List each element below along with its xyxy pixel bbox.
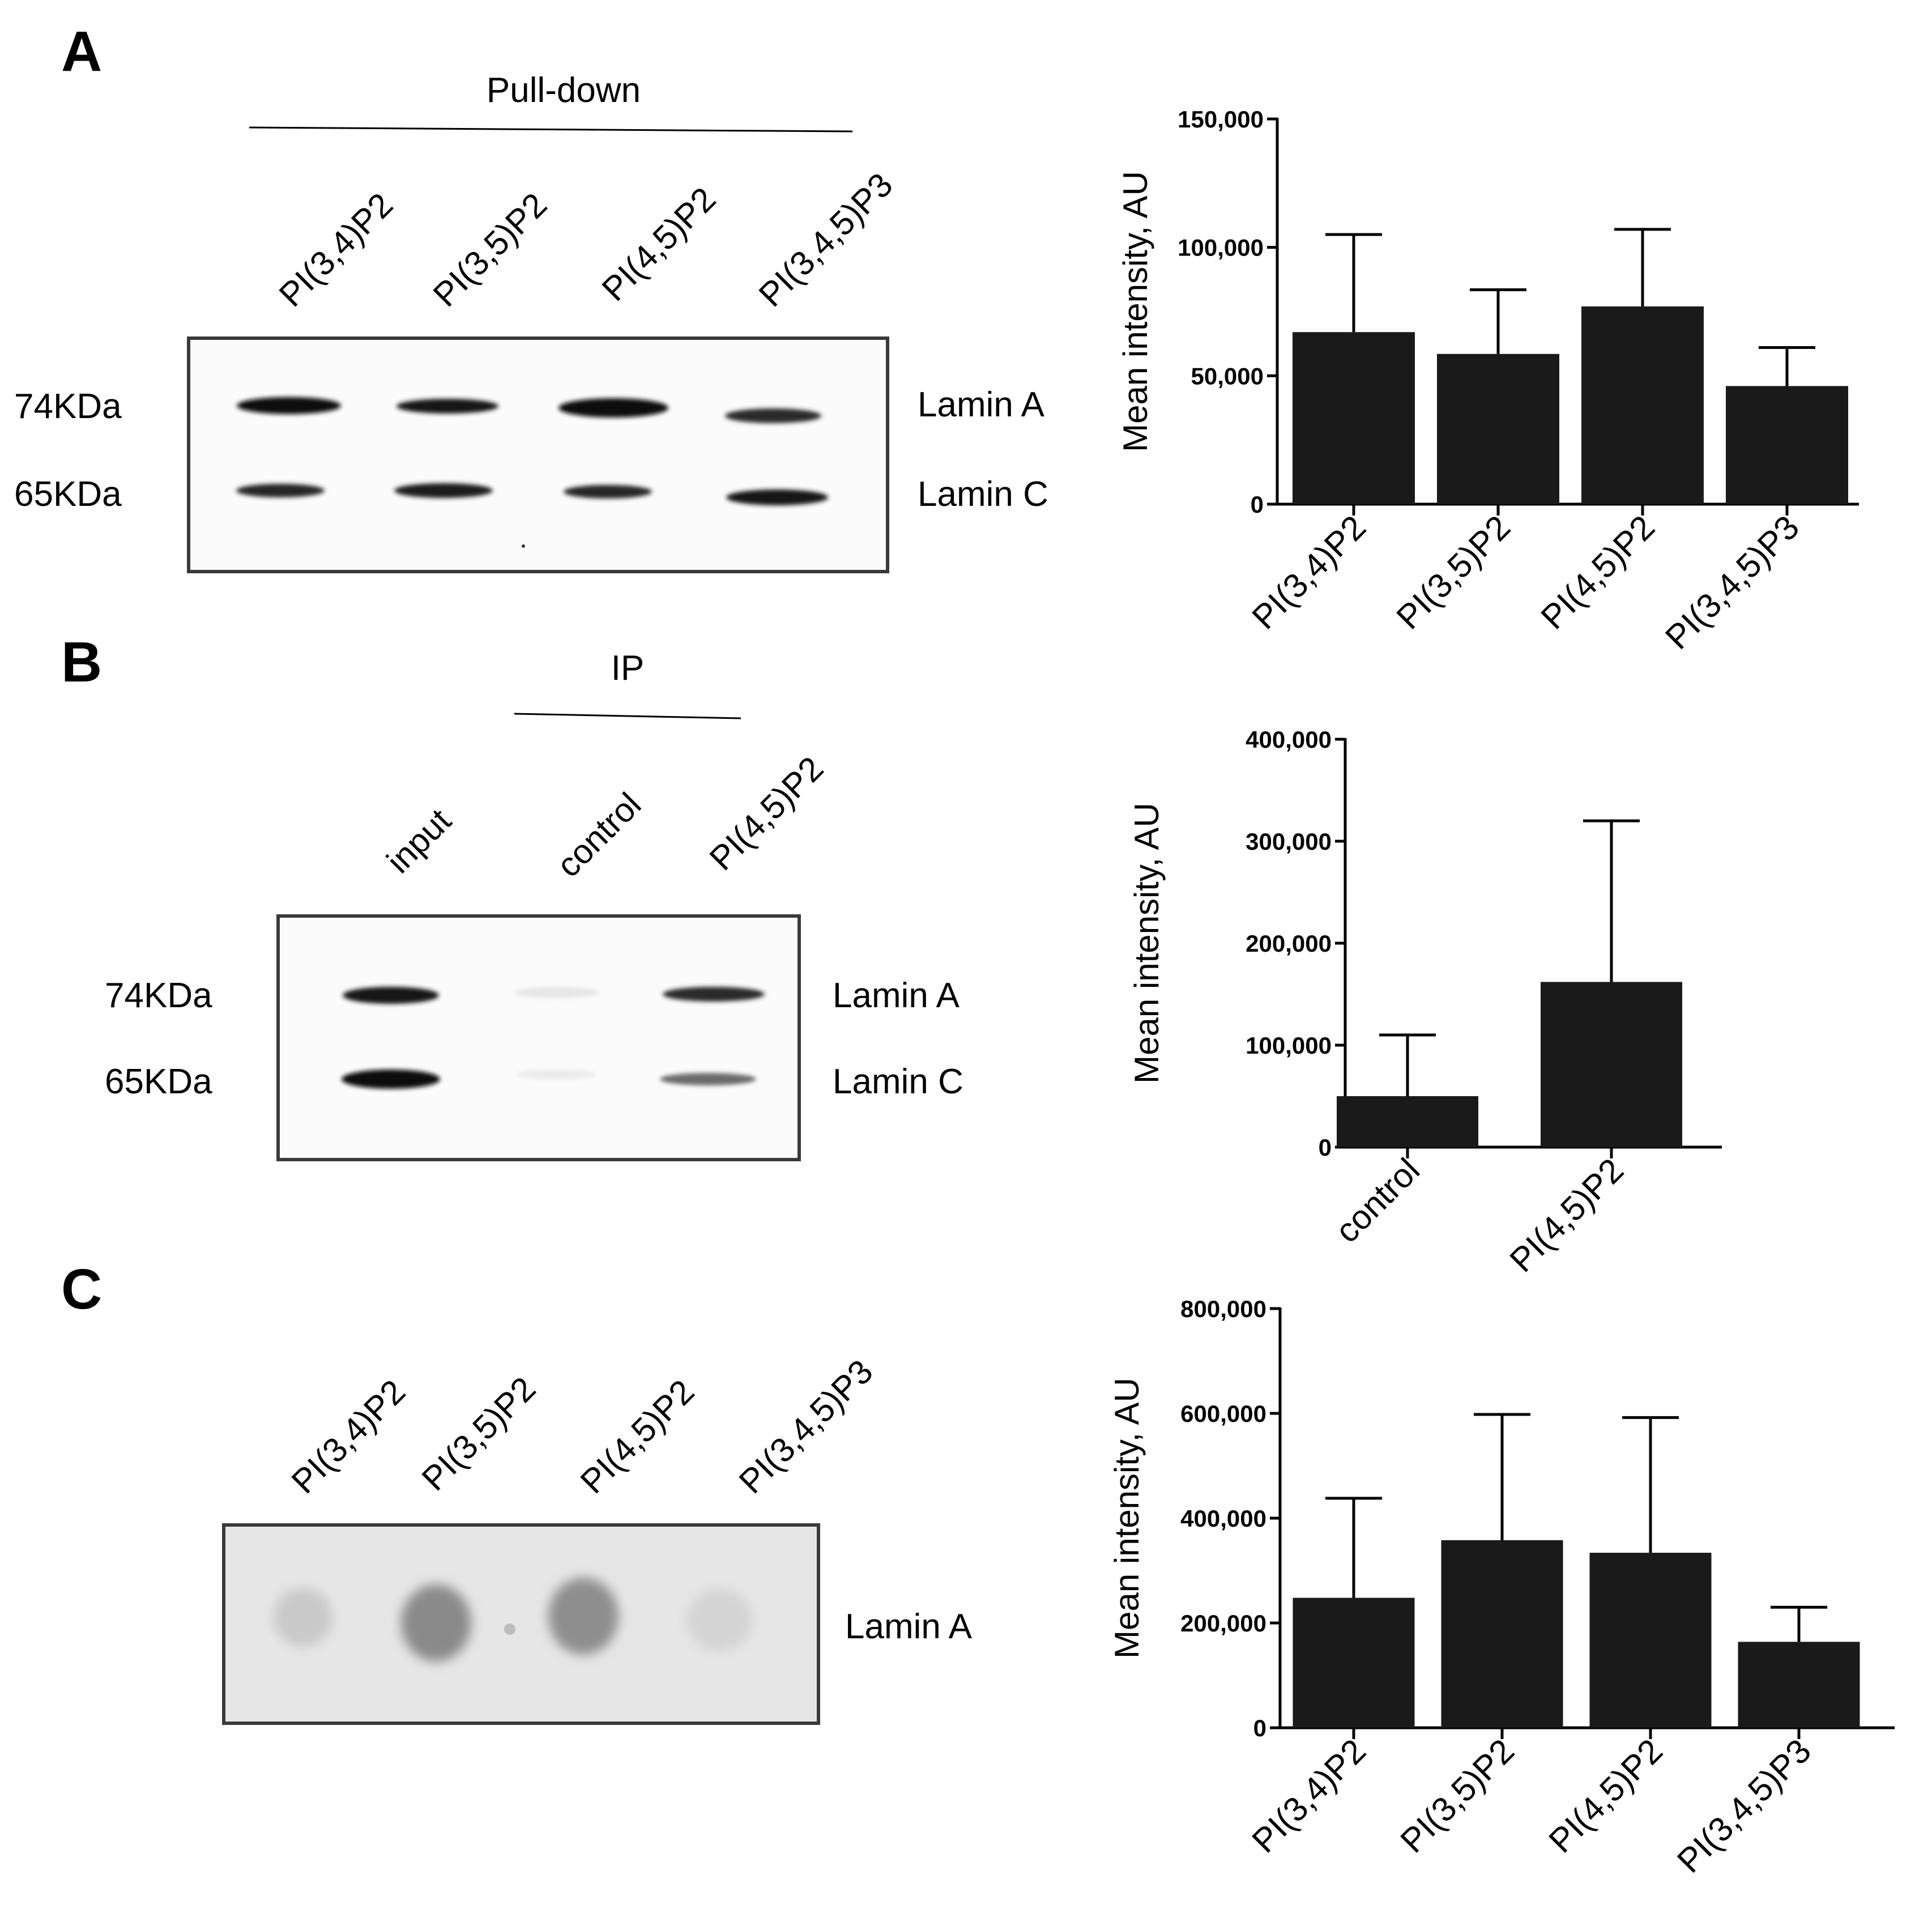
band-label-lamin-a: Lamin A [833,976,960,1015]
band-lamin-a [396,399,498,414]
bar [1541,982,1682,1147]
panel-a: A Pull-down PI(3,4)P2 PI(3,5)P2 PI(4,5)P… [14,20,1048,573]
band-label-lamin-c: Lamin C [918,475,1048,514]
marker-74kda: 74KDa [105,976,212,1015]
y-tick-label: 200,000 [1246,930,1332,957]
band-lamin-c [517,1070,596,1080]
x-tick-label: PI(3,5)P2 [1393,1732,1522,1860]
lane-label: PI(4,5)P2 [595,180,723,309]
lane-label: PI(4,5)P2 [702,749,831,878]
lane-label: PI(3,5)P2 [426,186,555,314]
lane-label: PI(3,4,5)P3 [752,165,900,314]
bar [1337,1096,1478,1147]
band-lamin-c [342,1070,440,1089]
lane-label: PI(4,5)P2 [573,1373,702,1501]
bar [1589,1553,1712,1728]
band-lamin-a [343,987,439,1004]
y-axis-title: Mean intensity, AU [1116,171,1154,452]
y-axis-title: Mean intensity, AU [1108,1378,1146,1659]
dot-blot-spots [274,1578,752,1661]
ip-bracket [514,713,741,719]
pulldown-bracket [249,126,853,133]
bar [1738,1642,1860,1728]
panel-c: C PI(3,4)P2 PI(3,5)P2 PI(4,5)P2 PI(3,4,5… [61,1258,973,1725]
band-lamin-c [660,1073,756,1085]
y-tick-label: 0 [1319,1134,1332,1161]
band-lamin-a [514,987,599,998]
y-tick-label: 400,000 [1180,1505,1266,1532]
band-lamin-c [564,485,652,499]
y-tick-label: 0 [1253,1715,1266,1741]
bar [1437,353,1559,504]
x-tick-label: PI(3,4)P2 [1245,1732,1374,1860]
y-tick-label: 0 [1251,491,1264,518]
lane-label: PI(3,4)P2 [284,1373,413,1501]
band-lamin-c [236,484,325,497]
y-tick-label: 200,000 [1180,1610,1266,1637]
x-tick-label: PI(4,5)P2 [1503,1151,1631,1280]
y-tick-label: 300,000 [1246,828,1332,855]
y-tick-label: 150,000 [1178,106,1264,133]
marker-65kda: 65KDa [14,475,122,514]
blot-b-frame [276,914,801,1161]
y-tick-label: 800,000 [1180,1296,1266,1322]
panel-b-letter: B [61,630,102,694]
bar [1726,386,1848,504]
ip-label: IP [611,649,645,688]
bar [1293,1597,1415,1728]
dot-spot [401,1584,471,1661]
x-tick-label: PI(4,5)P2 [1534,508,1662,637]
x-tick-label: PI(4,5)P2 [1542,1732,1670,1860]
pulldown-label: Pull-down [487,71,641,110]
y-tick-label: 400,000 [1246,726,1332,753]
lane-label: input [379,802,459,881]
band-label-lamin-a: Lamin A [845,1607,973,1646]
lane-label: PI(3,4,5)P3 [732,1352,880,1501]
band-lamin-a [725,408,821,423]
band-lamin-a [558,398,668,417]
band-lamin-c [726,489,828,505]
bar-chart-a: 0 50,000 100,000 150,000 Mean intensity, AU P… [1116,106,1859,657]
dot-speck [504,1624,515,1635]
lane-label: PI(3,5)P2 [415,1370,543,1498]
blot-speck [522,544,525,548]
blot-a-bands [236,397,828,505]
panel-a-letter: A [61,20,102,83]
y-tick-label: 100,000 [1178,235,1264,261]
x-tick-label: PI(3,4,5)P3 [1670,1732,1818,1880]
lane-label: control [549,785,649,884]
band-lamin-c [394,483,493,498]
marker-65kda: 65KDa [105,1062,212,1101]
panel-b: B IP input control PI(4,5)P2 74KDa 65KDa… [61,630,963,1161]
lane-label: PI(3,4)P2 [272,186,400,314]
dot-spot [548,1578,619,1655]
band-label-lamin-a: Lamin A [918,385,1045,424]
y-tick-label: 600,000 [1180,1400,1266,1427]
band-lamin-a [663,987,765,1002]
bar-chart-b: 0 100,000 200,000 300,000 400,000 Mean intens… [1128,726,1722,1279]
x-tick-label: PI(3,5)P2 [1389,508,1518,637]
x-tick-label: control [1328,1151,1427,1250]
y-tick-label: 50,000 [1191,363,1264,389]
y-tick-label: 100,000 [1246,1032,1332,1059]
band-label-lamin-c: Lamin C [833,1062,963,1101]
dot-spot [274,1588,332,1647]
y-axis-title: Mean intensity, AU [1128,803,1166,1084]
blot-a-frame [187,336,889,573]
bar [1441,1540,1563,1728]
panel-c-letter: C [61,1258,102,1321]
bar-chart-c: 0 200,000 400,000 600,000 800,000 Mean intens… [1108,1296,1895,1880]
dot-spot [686,1589,752,1651]
bar [1581,306,1704,504]
band-lamin-a [237,397,341,414]
x-tick-label: PI(3,4)P2 [1245,508,1374,637]
bar [1293,332,1415,504]
marker-74kda: 74KDa [14,387,122,426]
x-tick-label: PI(3,4,5)P3 [1658,508,1806,657]
blot-b-bands [342,987,765,1089]
